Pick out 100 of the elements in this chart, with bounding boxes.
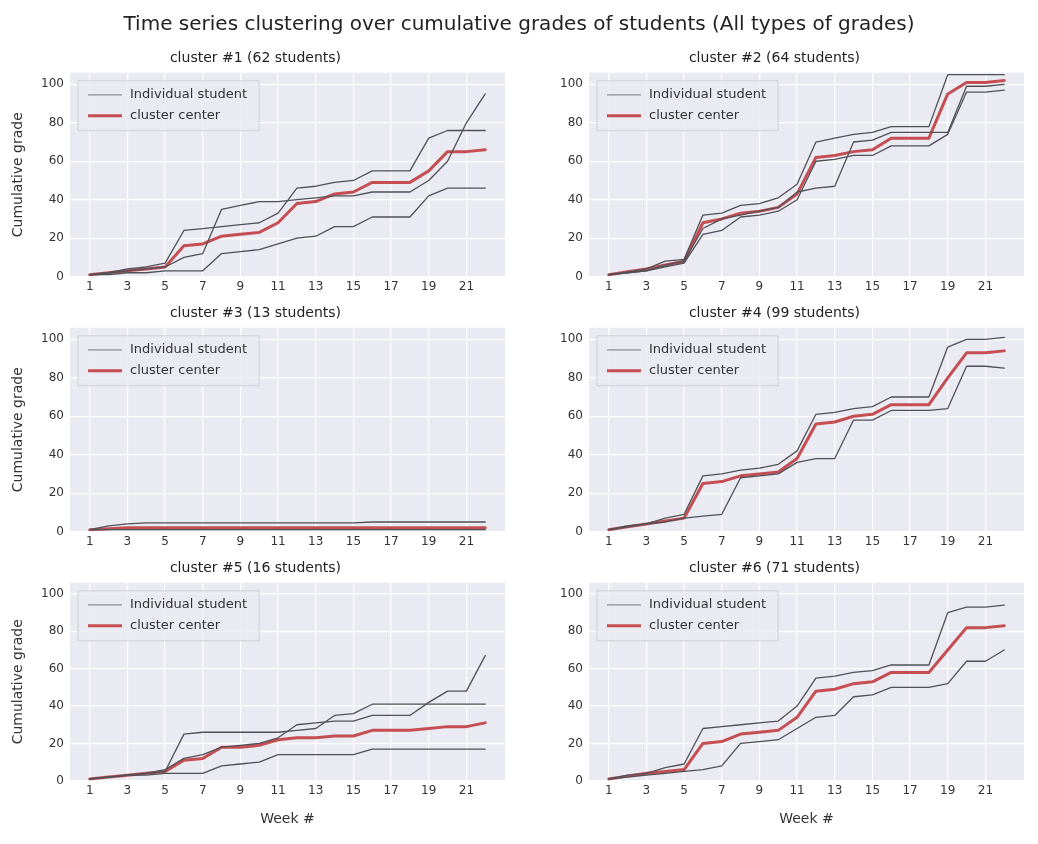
x-tick-label: 1 [85,533,94,548]
y-axis-title: Cumulative grade [9,367,26,493]
y-tick-label: 40 [567,698,583,713]
y-tick-label: 60 [567,660,583,675]
y-tick-label: 20 [567,485,583,500]
chart-title: cluster #6 (71 students) [688,559,861,576]
x-tick-label: 7 [198,278,207,293]
legend-label: Individual student [649,341,767,357]
x-tick-label: 3 [123,278,132,293]
y-tick-label: 0 [575,772,583,787]
legend-label: Individual student [649,86,767,102]
x-tick-label: 19 [940,278,956,293]
y-tick-label: 0 [575,268,583,283]
x-tick-label: 21 [458,278,475,293]
x-tick-label: 13 [308,533,324,548]
x-tick-label: 9 [755,533,764,548]
y-tick-label: 0 [56,523,64,538]
x-tick-label: 15 [864,278,881,293]
x-tick-label: 17 [902,533,918,548]
x-tick-label: 3 [642,278,651,293]
x-tick-label: 9 [236,278,245,293]
x-tick-label: 11 [270,533,286,548]
x-tick-label: 19 [421,533,437,548]
x-tick-label: 7 [198,533,207,548]
legend-label: cluster center [649,107,740,123]
y-tick-label: 20 [567,735,583,750]
x-tick-label: 9 [755,783,764,798]
x-tick-label: 7 [717,278,726,293]
y-tick-label: 80 [48,114,64,129]
x-tick-label: 17 [383,533,399,548]
x-tick-label: 21 [977,783,994,798]
x-tick-label: 3 [642,783,651,798]
x-tick-label: 19 [421,783,437,798]
x-tick-label: 7 [717,783,726,798]
x-tick-label: 11 [270,278,286,293]
text: Time series clustering over cumulative grades of students (All types of grades) [122,10,916,37]
y-tick-label: 40 [48,191,64,206]
x-tick-label: 13 [308,278,324,293]
y-tick-label: 100 [41,76,64,91]
y-tick-label: 80 [567,114,583,129]
x-tick-label: 17 [383,783,399,798]
x-tick-label: 15 [345,783,362,798]
y-tick-label: 60 [48,660,64,675]
x-tick-label: 13 [827,278,843,293]
y-tick-label: 60 [567,153,583,168]
x-tick-label: 5 [161,533,169,548]
x-tick-label: 3 [123,783,132,798]
x-tick-label: 17 [902,783,918,798]
x-tick-label: 15 [864,533,881,548]
chart-title: cluster #2 (64 students) [688,49,861,66]
x-tick-label: 21 [977,278,994,293]
x-tick-label: 15 [345,278,362,293]
x-tick-label: 11 [789,533,805,548]
legend-label: Individual student [130,341,248,357]
y-axis-title: Cumulative grade [9,112,26,238]
legend-label: Individual student [649,596,767,612]
y-tick-label: 20 [48,230,64,245]
x-tick-label: 5 [161,783,169,798]
y-tick-label: 100 [41,586,64,601]
chart-title: cluster #1 (62 students) [169,49,342,66]
x-tick-label: 7 [717,533,726,548]
y-tick-label: 40 [48,698,64,713]
legend-label: Individual student [130,596,248,612]
x-tick-label: 9 [236,783,245,798]
x-tick-label: 7 [198,783,207,798]
x-tick-label: 1 [85,278,94,293]
y-tick-label: 40 [567,446,583,461]
x-tick-label: 17 [902,278,918,293]
y-tick-label: 100 [560,76,583,91]
chart-title: cluster #3 (13 students) [169,304,342,321]
y-tick-label: 60 [567,408,583,423]
x-tick-label: 9 [755,278,764,293]
y-tick-label: 60 [48,153,64,168]
y-tick-label: 40 [48,446,64,461]
y-tick-label: 20 [48,735,64,750]
x-tick-label: 19 [940,783,956,798]
x-tick-label: 19 [421,278,437,293]
x-tick-label: 11 [789,783,805,798]
y-tick-label: 100 [560,586,583,601]
x-tick-label: 5 [680,533,688,548]
x-tick-label: 9 [236,533,245,548]
x-tick-label: 21 [458,533,475,548]
y-tick-label: 80 [48,369,64,384]
chart-title: cluster #5 (16 students) [169,559,342,576]
x-tick-label: 3 [642,533,651,548]
x-tick-label: 11 [270,783,286,798]
y-tick-label: 0 [56,772,64,787]
x-tick-label: 13 [827,533,843,548]
x-tick-label: 11 [789,278,805,293]
y-tick-label: 80 [567,369,583,384]
x-tick-label: 5 [680,783,688,798]
y-tick-label: 60 [48,408,64,423]
legend-label: Individual student [130,86,248,102]
y-tick-label: 0 [56,268,64,283]
x-tick-label: 17 [383,278,399,293]
x-tick-label: 13 [308,783,324,798]
y-tick-label: 100 [41,331,64,346]
x-tick-label: 5 [680,278,688,293]
x-tick-label: 3 [123,533,132,548]
legend-label: cluster center [649,617,740,633]
